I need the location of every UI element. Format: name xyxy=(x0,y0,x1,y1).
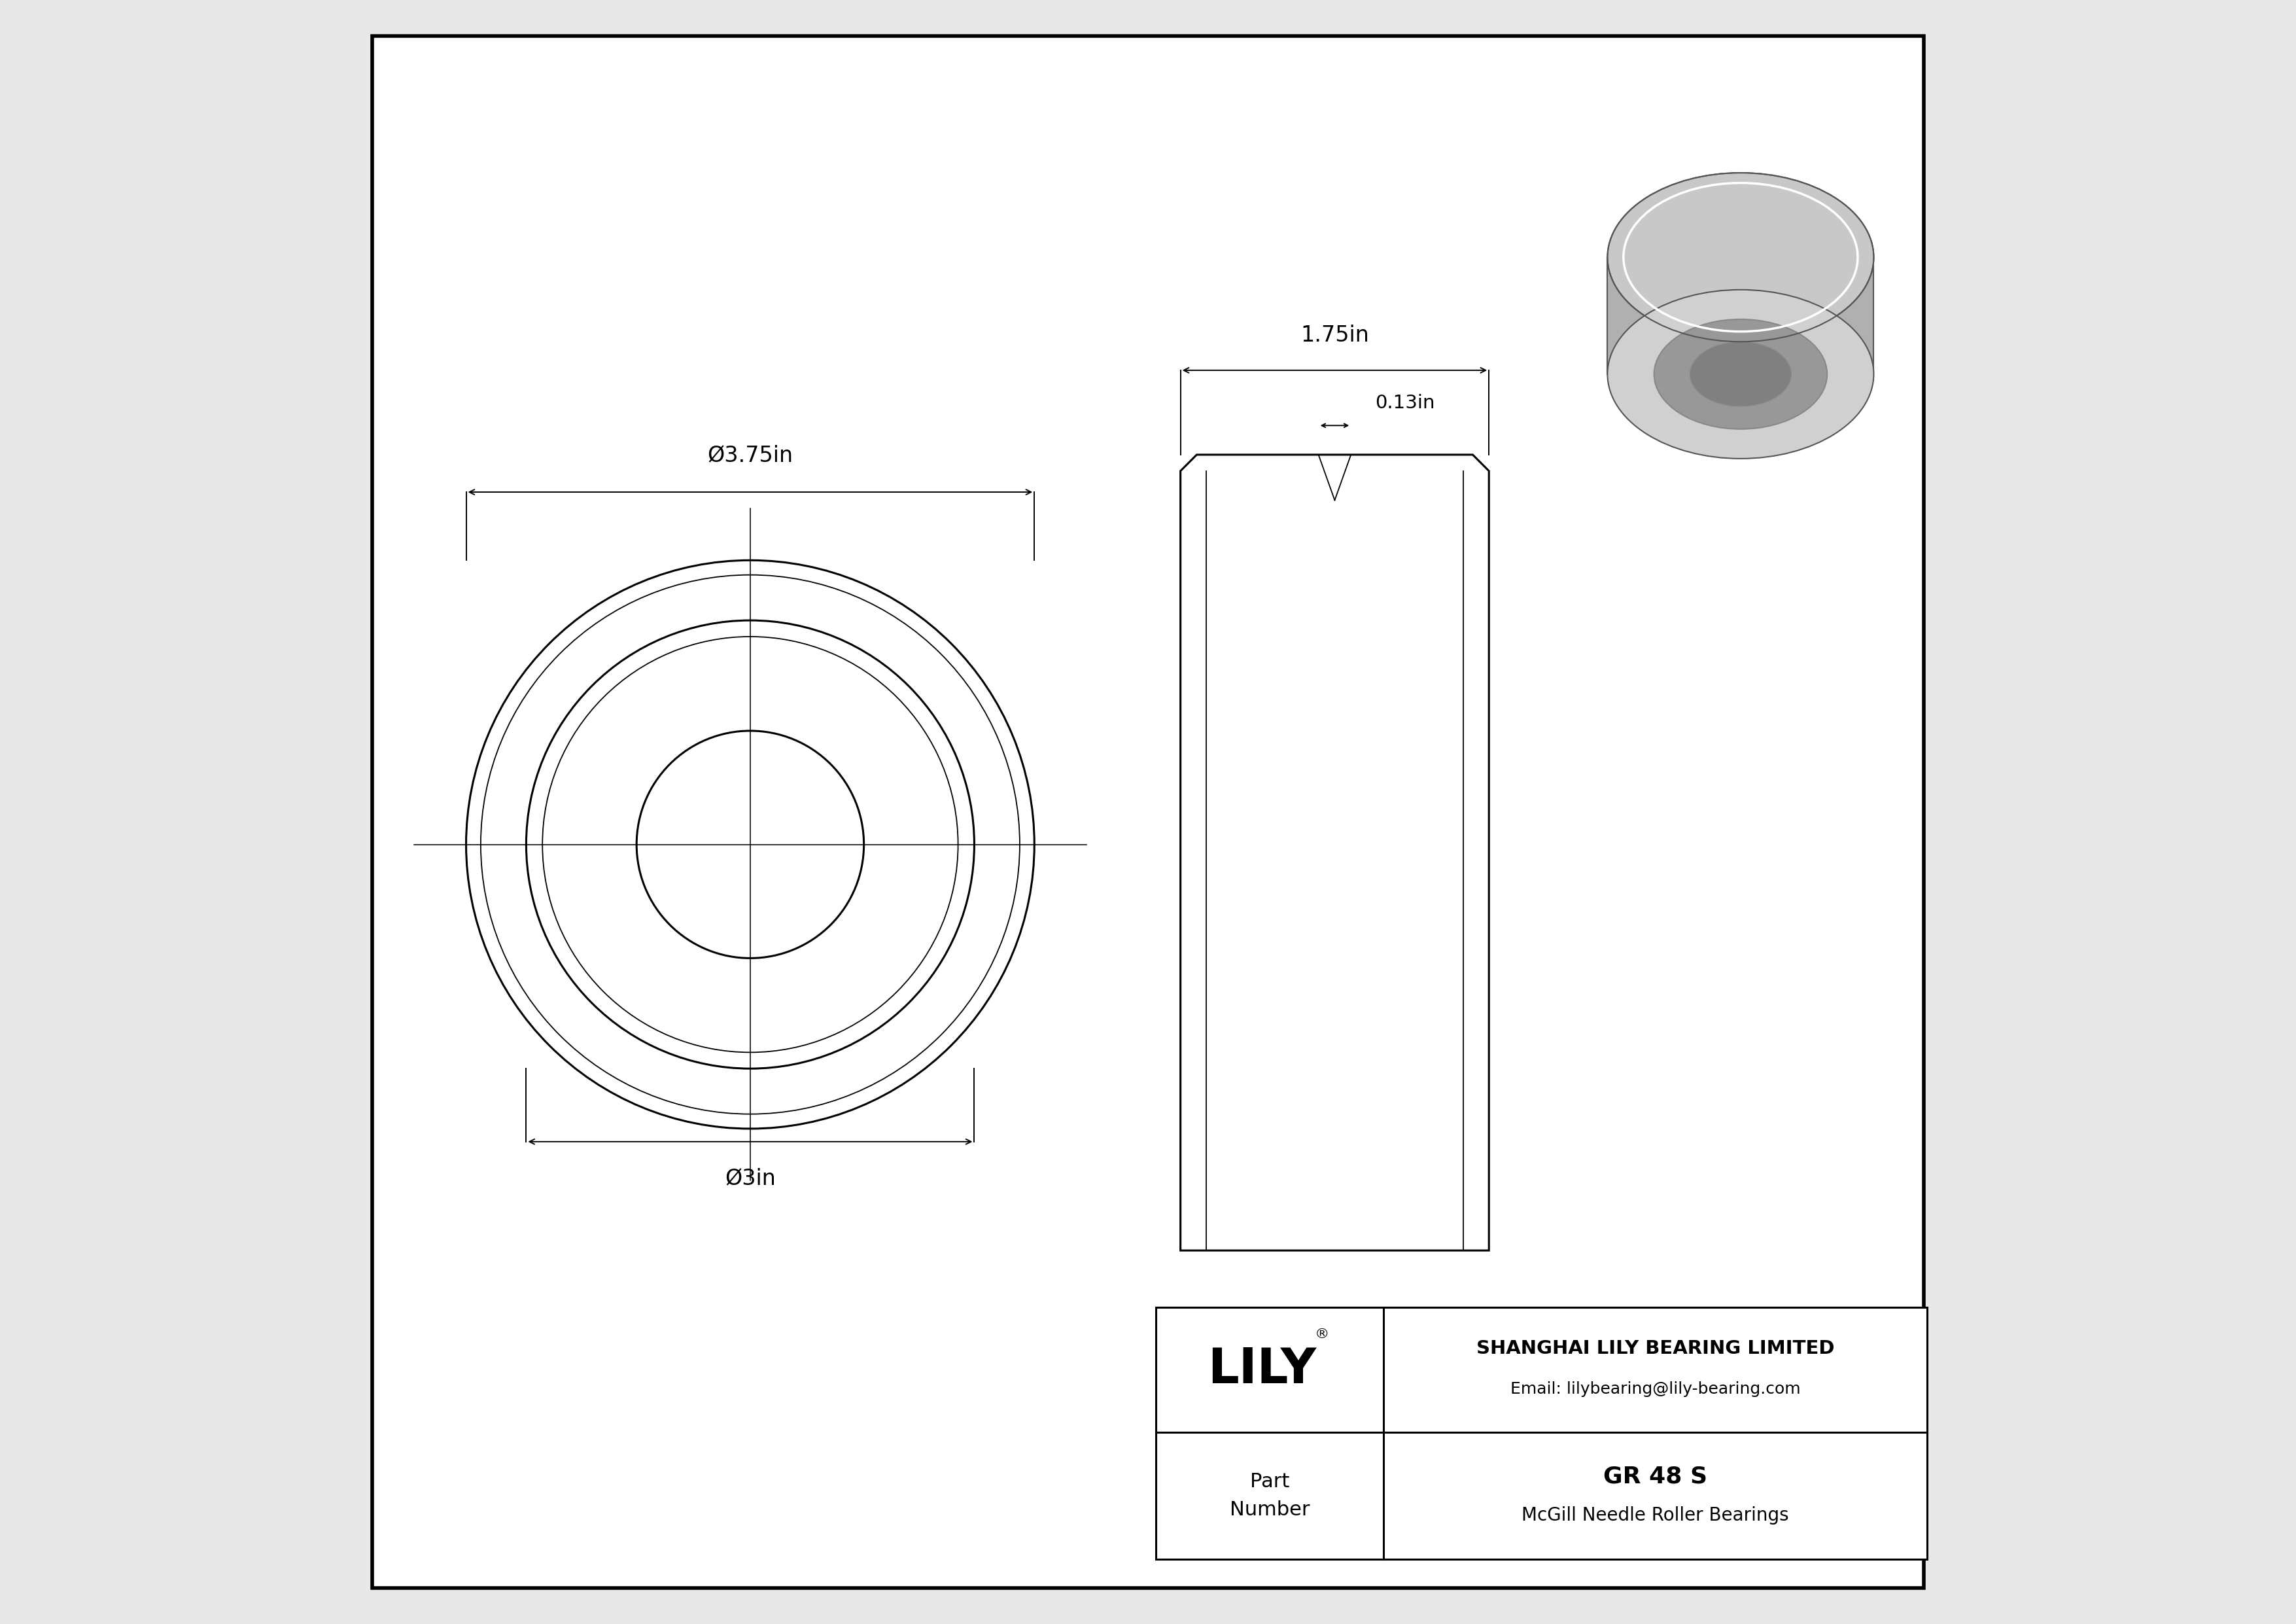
Text: Ø3.75in: Ø3.75in xyxy=(707,445,792,466)
Bar xyxy=(1157,1307,1926,1559)
Ellipse shape xyxy=(1690,343,1791,406)
Ellipse shape xyxy=(1607,289,1874,458)
Text: Ø3in: Ø3in xyxy=(726,1168,776,1189)
Polygon shape xyxy=(1180,455,1488,1250)
Text: 0.13in: 0.13in xyxy=(1375,395,1435,412)
Text: LILY: LILY xyxy=(1208,1346,1316,1393)
Text: McGill Needle Roller Bearings: McGill Needle Roller Bearings xyxy=(1522,1505,1789,1525)
Text: Part
Number: Part Number xyxy=(1231,1473,1309,1518)
Ellipse shape xyxy=(1653,320,1828,429)
Text: 1.75in: 1.75in xyxy=(1300,325,1368,346)
Polygon shape xyxy=(1607,257,1874,374)
Ellipse shape xyxy=(1607,172,1874,341)
Text: GR 48 S: GR 48 S xyxy=(1603,1465,1708,1488)
Text: Email: lilybearing@lily-bearing.com: Email: lilybearing@lily-bearing.com xyxy=(1511,1382,1800,1397)
Text: ®: ® xyxy=(1313,1327,1329,1341)
Text: SHANGHAI LILY BEARING LIMITED: SHANGHAI LILY BEARING LIMITED xyxy=(1476,1340,1835,1358)
